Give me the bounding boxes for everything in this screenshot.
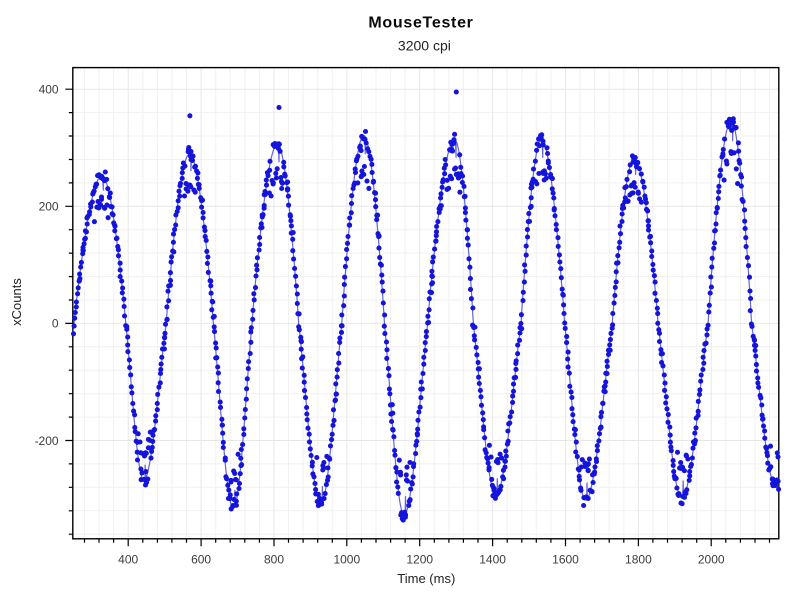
svg-text:400: 400 [39, 83, 59, 97]
svg-text:800: 800 [264, 553, 284, 567]
svg-text:3200 cpi: 3200 cpi [398, 38, 451, 54]
svg-text:Time (ms): Time (ms) [397, 571, 455, 586]
svg-text:1000: 1000 [333, 553, 360, 567]
svg-text:1600: 1600 [552, 553, 579, 567]
svg-text:600: 600 [191, 553, 211, 567]
svg-text:400: 400 [118, 553, 138, 567]
svg-text:2000: 2000 [698, 553, 725, 567]
svg-text:1400: 1400 [479, 553, 506, 567]
svg-text:0: 0 [52, 317, 59, 331]
svg-text:MouseTester: MouseTester [368, 14, 473, 31]
svg-text:200: 200 [39, 200, 59, 214]
svg-text:1200: 1200 [406, 553, 433, 567]
svg-text:xCounts: xCounts [9, 278, 24, 326]
svg-text:1800: 1800 [625, 553, 652, 567]
svg-text:-200: -200 [35, 434, 59, 448]
